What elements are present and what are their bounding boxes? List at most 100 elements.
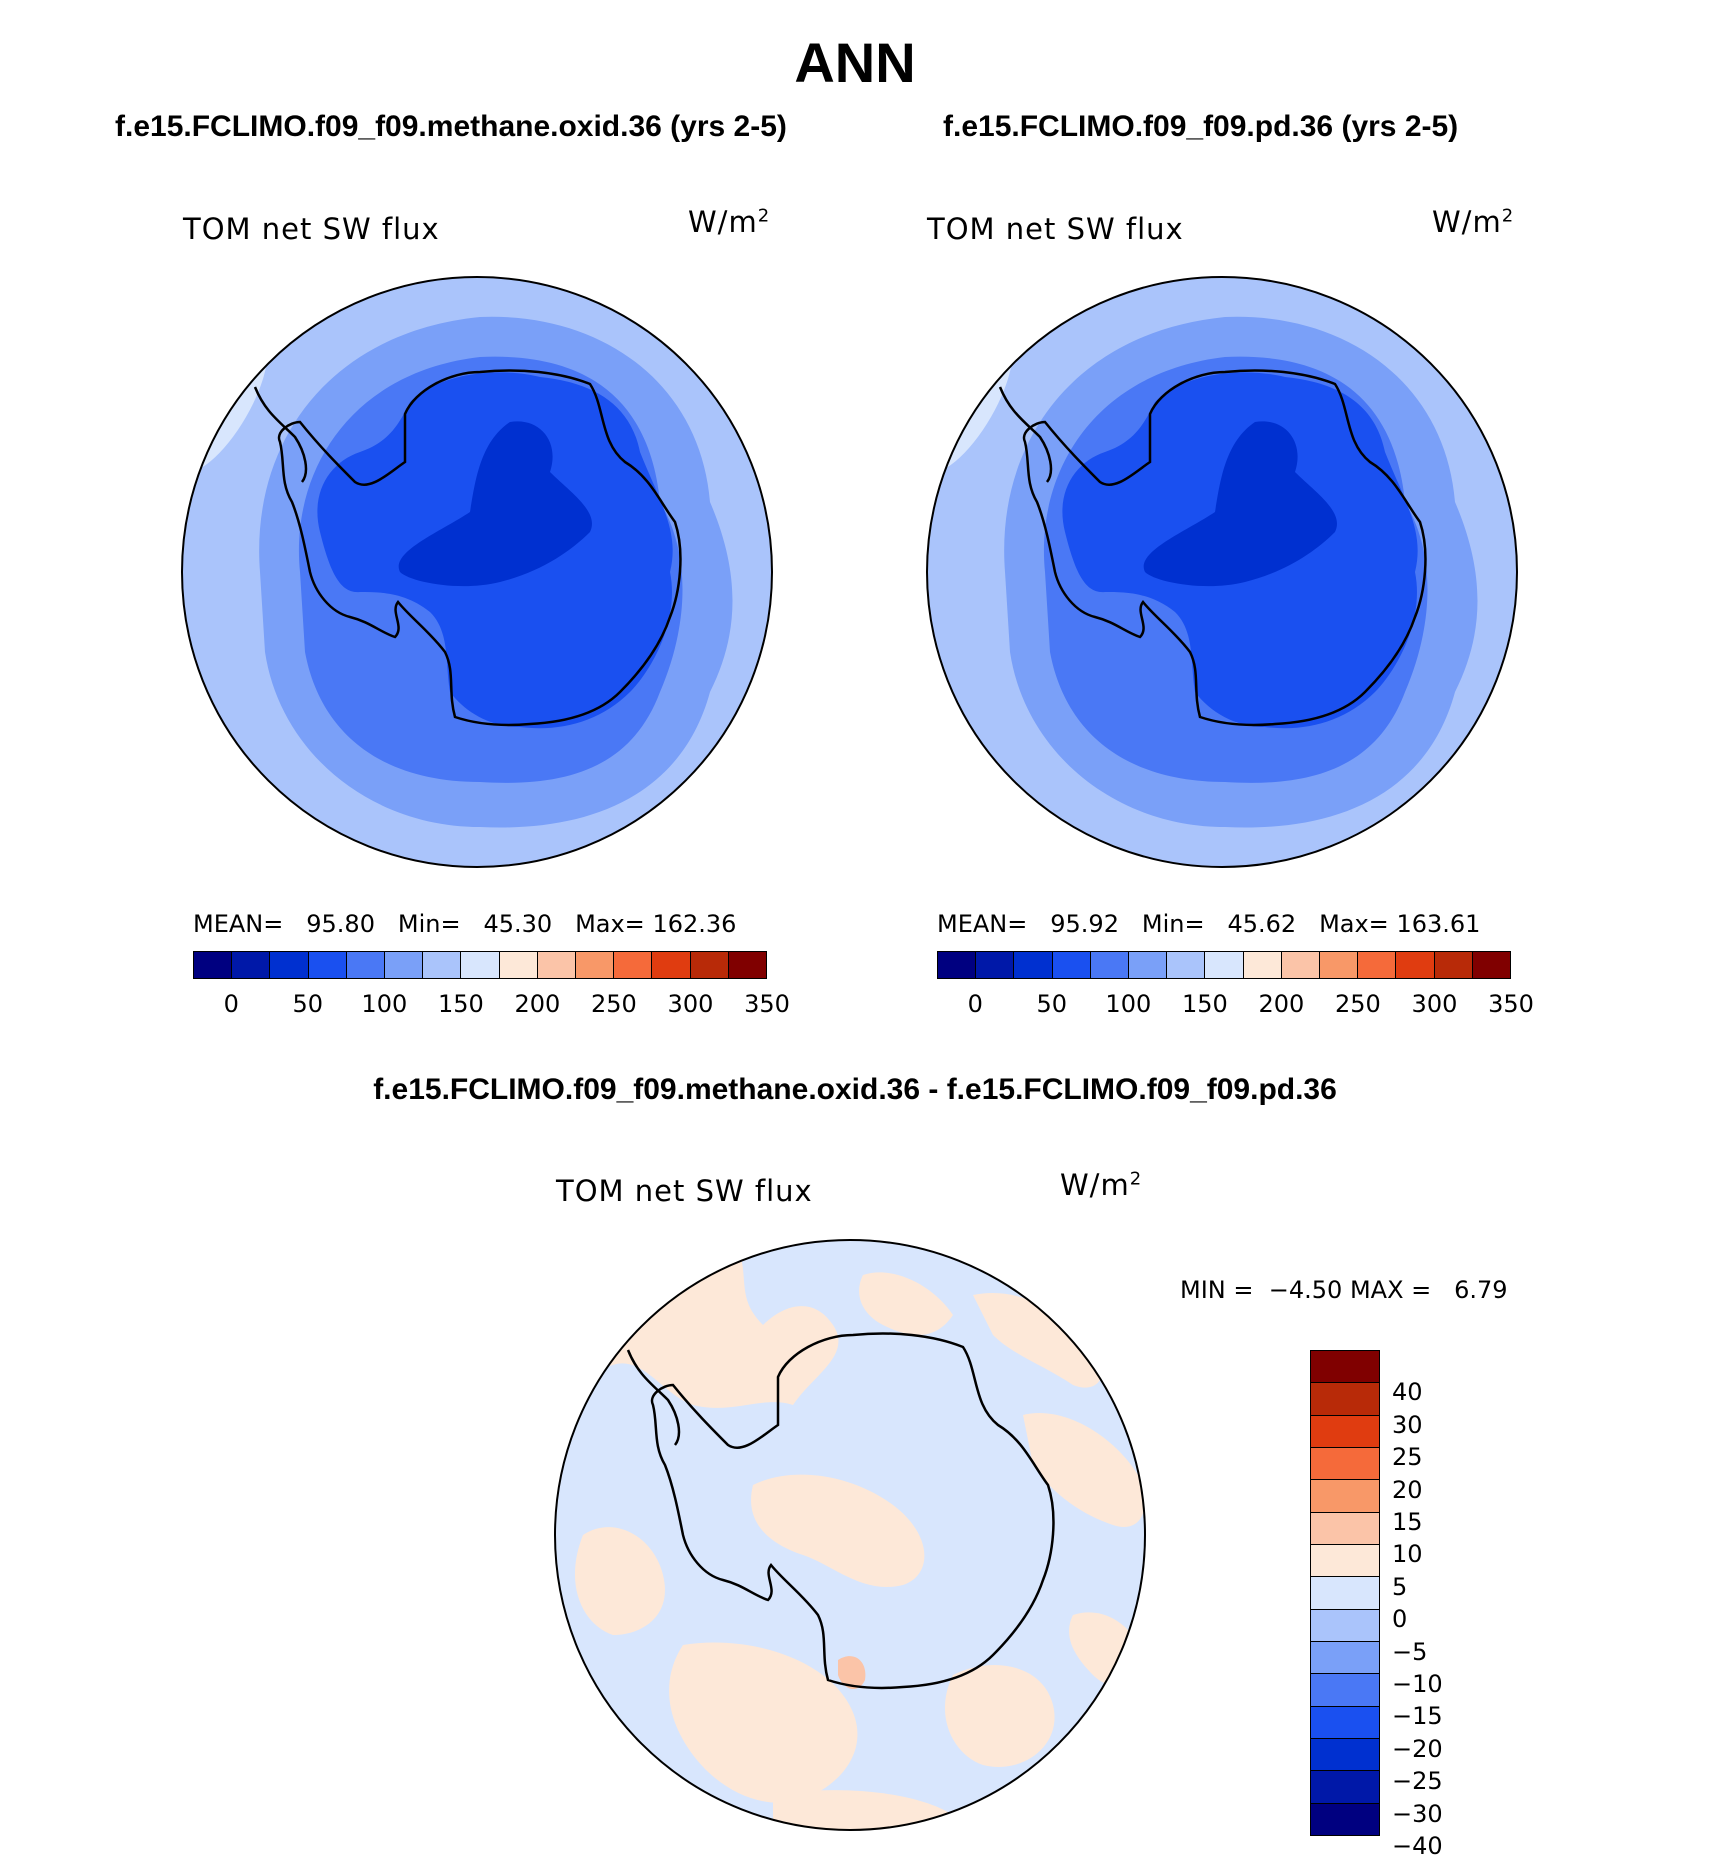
panel2-colorbar-ticks: 0 50 100 150 200 250 300 350	[937, 990, 1534, 1020]
colorbar-swatch	[1311, 1706, 1379, 1739]
colorbar-swatch	[1311, 1383, 1379, 1416]
colorbar-tick-label: −10	[1392, 1670, 1443, 1698]
colorbar-swatch	[690, 952, 729, 978]
colorbar-swatch	[1311, 1351, 1379, 1384]
colorbar-tick-label: 5	[1392, 1572, 1408, 1601]
colorbar-tick-label: 30	[1392, 1410, 1423, 1439]
diff-stats: MIN = −4.50 MAX = 6.79	[1180, 1276, 1508, 1304]
colorbar-swatch	[1311, 1803, 1379, 1835]
colorbar-tick-label: 350	[1488, 990, 1534, 1018]
colorbar-swatch	[1281, 952, 1321, 978]
colorbar-swatch	[1167, 952, 1206, 978]
panel1-map-border	[181, 276, 773, 868]
colorbar-tick-label: 100	[361, 990, 408, 1018]
colorbar-swatch	[614, 952, 653, 978]
colorbar-swatch	[976, 952, 1015, 978]
diff-map-border	[554, 1239, 1146, 1831]
main-title: ANN	[794, 31, 916, 94]
colorbar-swatch	[194, 952, 233, 978]
panel1-variable-label: TOM net SW flux	[183, 212, 440, 246]
colorbar-swatch	[1205, 952, 1244, 978]
panel2-continent-core	[1143, 421, 1337, 587]
colorbar-swatch	[1243, 952, 1282, 978]
colorbar-swatch	[1320, 952, 1359, 978]
colorbar-tick-label: 50	[292, 990, 324, 1018]
colorbar-swatch	[1129, 952, 1168, 978]
colorbar-tick-label: 0	[1392, 1605, 1408, 1634]
colorbar-swatch	[1311, 1609, 1379, 1642]
colorbar-swatch	[1311, 1577, 1379, 1610]
colorbar-swatch	[938, 952, 977, 978]
colorbar-swatch	[385, 952, 424, 978]
diff-positive-patch	[973, 1293, 1103, 1388]
colorbar-tick-label: 10	[1392, 1540, 1423, 1569]
colorbar-swatch	[1311, 1641, 1379, 1675]
colorbar-tick-label: 300	[667, 990, 714, 1018]
colorbar-swatch	[652, 952, 691, 978]
diff-positive-patch	[574, 1527, 665, 1635]
diff-positive-patch	[669, 1642, 858, 1803]
colorbar-tick-label: 0	[967, 990, 983, 1018]
diff-units-label: W/m2	[1060, 1168, 1143, 1202]
colorbar-swatch	[270, 952, 309, 978]
colorbar-tick-label: 250	[1335, 990, 1381, 1018]
colorbar-swatch	[499, 952, 538, 978]
colorbar-swatch	[232, 952, 271, 978]
diff-colorbar	[1310, 1350, 1380, 1836]
colorbar-swatch	[1311, 1544, 1379, 1578]
colorbar-tick-label: −20	[1392, 1734, 1443, 1763]
panel2-coastline	[1022, 369, 1427, 727]
diff-variable-label: TOM net SW flux	[556, 1174, 813, 1208]
colorbar-tick-label: 150	[437, 990, 484, 1018]
colorbar-tick-label: 200	[514, 990, 561, 1018]
colorbar-swatch	[1311, 1512, 1379, 1545]
colorbar-swatch	[728, 952, 767, 978]
panel1-units-label: W/m2	[688, 205, 771, 239]
colorbar-swatch	[1472, 952, 1511, 978]
colorbar-tick-label: 25	[1392, 1443, 1423, 1472]
colorbar-swatch	[1396, 952, 1435, 978]
diff-coastline	[650, 1332, 1055, 1690]
panel2-stats: MEAN= 95.92 Min= 45.62 Max= 163.61	[937, 910, 1481, 938]
colorbar-swatch	[1434, 952, 1473, 978]
colorbar-tick-label: −25	[1392, 1767, 1443, 1796]
colorbar-tick-label: 40	[1392, 1378, 1423, 1407]
panel2-map-border	[926, 276, 1518, 868]
colorbar-swatch	[461, 952, 500, 978]
colorbar-tick-label: −15	[1392, 1702, 1443, 1731]
colorbar-tick-label: 50	[1036, 990, 1068, 1018]
colorbar-swatch	[1090, 952, 1130, 978]
colorbar-swatch	[346, 952, 386, 978]
panel2-case-title: f.e15.FCLIMO.f09_f09.pd.36 (yrs 2-5)	[943, 110, 1459, 143]
colorbar-tick-label: 200	[1258, 990, 1305, 1018]
colorbar-swatch	[576, 952, 615, 978]
diff-positive-patch	[859, 1272, 953, 1335]
diff-peninsula	[626, 1349, 681, 1446]
colorbar-swatch	[1358, 952, 1397, 978]
panel1-peninsula	[253, 386, 308, 483]
colorbar-swatch	[537, 952, 577, 978]
panel2-units-label: W/m2	[1432, 205, 1515, 239]
diff-title: f.e15.FCLIMO.f09_f09.methane.oxid.36 - f…	[373, 1073, 1337, 1106]
colorbar-swatch	[1311, 1447, 1379, 1481]
colorbar-swatch	[1052, 952, 1091, 978]
colorbar-tick-label: 100	[1105, 990, 1152, 1018]
panel1-map	[181, 276, 773, 868]
colorbar-swatch	[1014, 952, 1053, 978]
colorbar-tick-label: −30	[1392, 1799, 1443, 1828]
colorbar-swatch	[423, 952, 462, 978]
colorbar-swatch	[1311, 1480, 1379, 1513]
colorbar-tick-label: 300	[1411, 990, 1458, 1018]
colorbar-swatch	[1311, 1415, 1379, 1448]
diff-positive-patch	[944, 1665, 1055, 1767]
colorbar-tick-label: −40	[1392, 1832, 1443, 1860]
colorbar-tick-label: 250	[591, 990, 637, 1018]
colorbar-tick-label: 0	[223, 990, 239, 1018]
panel2-map	[926, 276, 1518, 868]
panel1-stats: MEAN= 95.80 Min= 45.30 Max= 162.36	[193, 910, 737, 938]
diff-map	[554, 1239, 1146, 1831]
colorbar-tick-label: 20	[1392, 1475, 1423, 1504]
colorbar-swatch	[1311, 1738, 1379, 1772]
colorbar-swatch	[308, 952, 347, 978]
diff-positive-patch	[751, 1474, 925, 1588]
